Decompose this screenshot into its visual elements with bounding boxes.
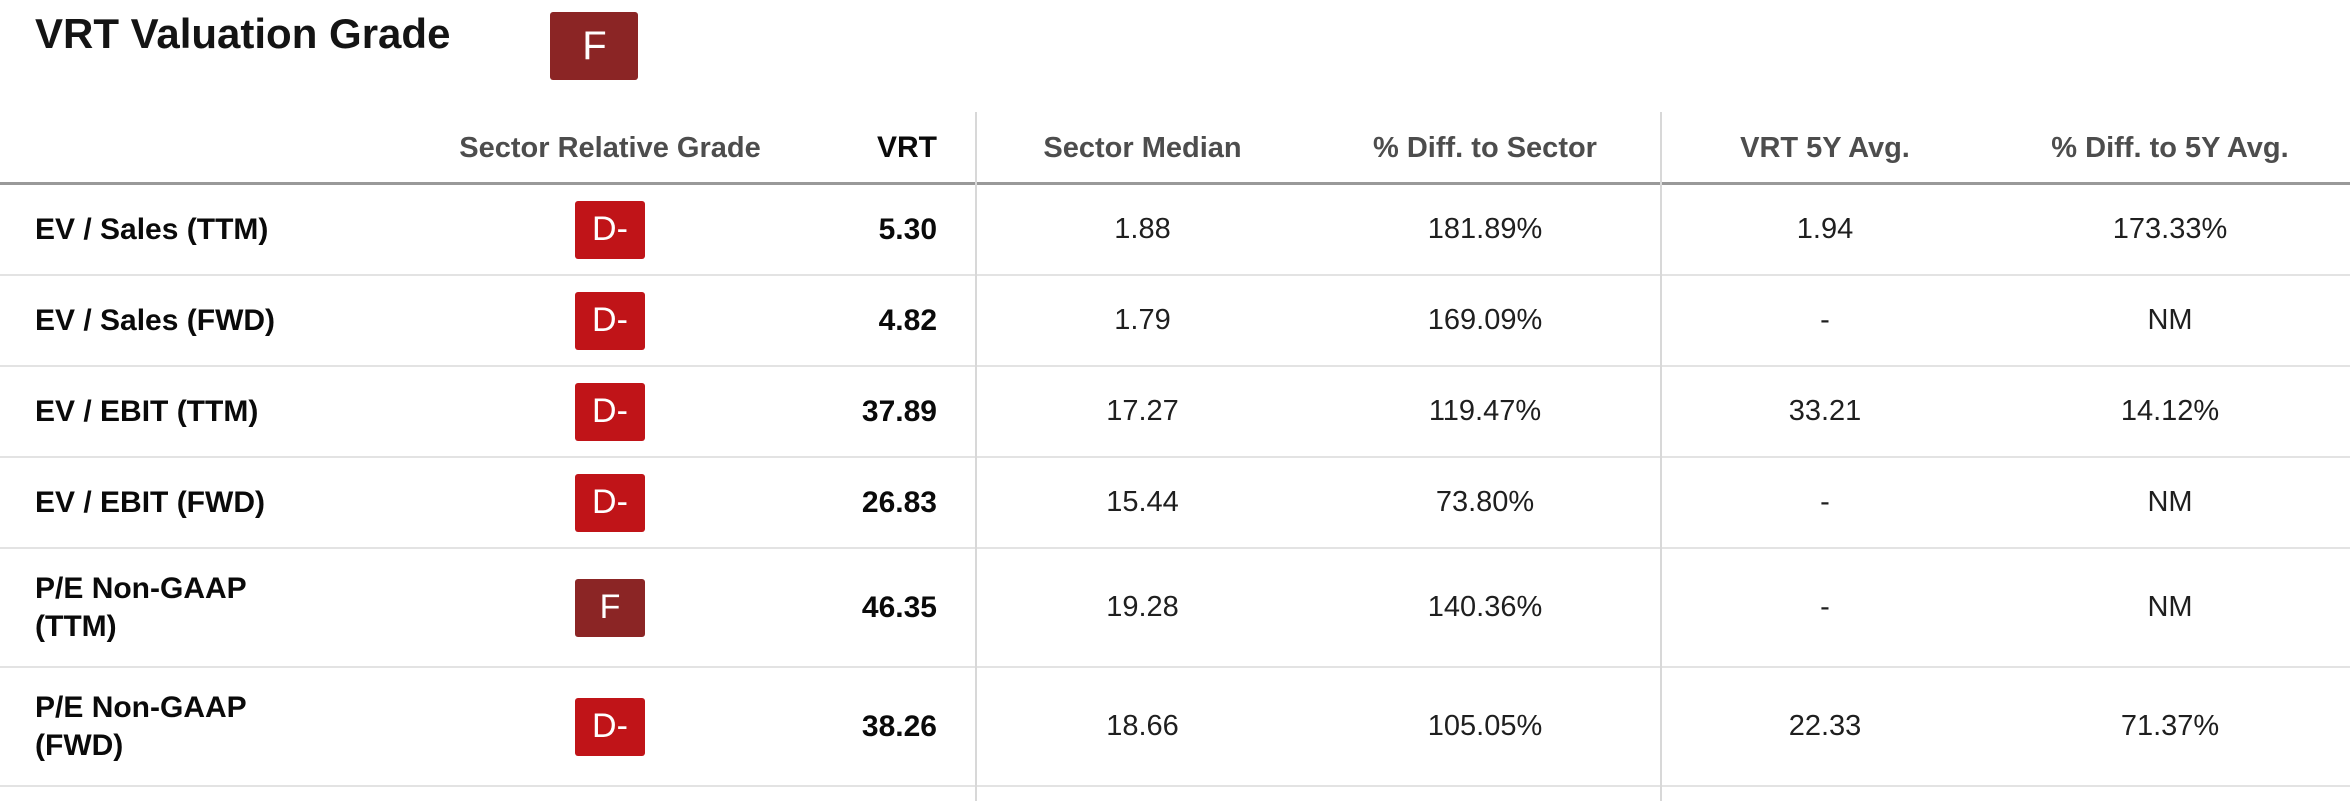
header-sector-relative-grade: Sector Relative Grade xyxy=(459,131,761,164)
table-row: P/E Non-GAAP (FWD) D- 38.26 18.66 105.05… xyxy=(0,668,2350,787)
diff-to-5y-avg-value: 71.37% xyxy=(2120,710,2220,742)
header-diff-to-sector: % Diff. to Sector xyxy=(1373,131,1597,164)
valuation-grade-table: Sector Relative Grade VRT Sector Median … xyxy=(0,114,2350,787)
table-row: P/E Non-GAAP (TTM) F 46.35 19.28 140.36%… xyxy=(0,549,2350,668)
vrt-value: 26.83 xyxy=(861,485,937,519)
sector-median-value: 17.27 xyxy=(1106,395,1179,427)
vrt-5y-avg-value: - xyxy=(1820,486,1830,518)
diff-to-sector-value: 169.09% xyxy=(1427,304,1543,336)
metric-label: EV / Sales (FWD) xyxy=(35,303,276,337)
grade-badge[interactable]: D- xyxy=(575,382,645,441)
header-sector-median: Sector Median xyxy=(1043,131,1242,164)
grade-badge[interactable]: D- xyxy=(575,473,645,532)
overall-grade-badge[interactable]: F xyxy=(550,12,639,80)
vrt-5y-avg-value: 22.33 xyxy=(1788,710,1862,742)
grade-badge[interactable]: D- xyxy=(575,697,645,756)
vrt-value: 37.89 xyxy=(861,394,937,428)
header-vrt-5y-avg: VRT 5Y Avg. xyxy=(1740,131,1910,164)
diff-to-sector-value: 181.89% xyxy=(1427,213,1543,245)
grade-badge[interactable]: F xyxy=(575,578,645,637)
diff-to-sector-value: 105.05% xyxy=(1427,710,1543,742)
header-diff-to-5y-avg: % Diff. to 5Y Avg. xyxy=(2051,131,2289,164)
vrt-value: 46.35 xyxy=(861,590,937,624)
table-row: EV / Sales (TTM) D- 5.30 1.88 181.89% 1.… xyxy=(0,185,2350,276)
diff-to-5y-avg-value: NM xyxy=(2147,591,2193,623)
metric-label: P/E Non-GAAP (FWD) xyxy=(35,690,247,762)
diff-to-5y-avg-value: NM xyxy=(2147,304,2193,336)
table-row: EV / Sales (FWD) D- 4.82 1.79 169.09% - … xyxy=(0,276,2350,367)
diff-to-5y-avg-value: NM xyxy=(2147,486,2193,518)
sector-median-value: 1.79 xyxy=(1114,304,1171,336)
diff-to-sector-value: 73.80% xyxy=(1435,486,1535,518)
table-row: EV / EBIT (TTM) D- 37.89 17.27 119.47% 3… xyxy=(0,367,2350,458)
vrt-5y-avg-value: - xyxy=(1820,591,1830,623)
vrt-value: 38.26 xyxy=(861,709,937,743)
page-title: VRT Valuation Grade xyxy=(35,10,451,57)
grade-badge[interactable]: D- xyxy=(575,200,645,259)
metric-label: EV / EBIT (TTM) xyxy=(35,394,259,428)
vrt-value: 4.82 xyxy=(878,303,937,337)
metric-label: EV / EBIT (FWD) xyxy=(35,485,265,519)
vrt-5y-avg-value: 33.21 xyxy=(1788,395,1862,427)
diff-to-sector-value: 119.47% xyxy=(1428,395,1542,427)
header-vrt: VRT xyxy=(877,131,937,164)
vrt-5y-avg-value: 1.94 xyxy=(1796,213,1854,245)
diff-to-sector-value: 140.36% xyxy=(1427,591,1543,623)
column-divider xyxy=(975,112,977,801)
table-row: EV / EBIT (FWD) D- 26.83 15.44 73.80% - … xyxy=(0,458,2350,549)
vrt-5y-avg-value: - xyxy=(1820,304,1830,336)
sector-median-value: 1.88 xyxy=(1114,213,1171,245)
sector-median-value: 18.66 xyxy=(1106,710,1179,742)
grade-badge[interactable]: D- xyxy=(575,291,645,350)
diff-to-5y-avg-value: 14.12% xyxy=(2120,395,2220,427)
diff-to-5y-avg-value: 173.33% xyxy=(2112,213,2228,245)
sector-median-value: 15.44 xyxy=(1106,486,1179,518)
column-divider xyxy=(1660,112,1662,801)
title-row: VRT Valuation Grade F xyxy=(0,0,2350,114)
sector-median-value: 19.28 xyxy=(1106,591,1179,623)
metric-label: EV / Sales (TTM) xyxy=(35,212,269,246)
vrt-value: 5.30 xyxy=(878,212,937,246)
metric-label: P/E Non-GAAP (TTM) xyxy=(35,571,247,643)
table-header-row: Sector Relative Grade VRT Sector Median … xyxy=(0,114,2350,185)
